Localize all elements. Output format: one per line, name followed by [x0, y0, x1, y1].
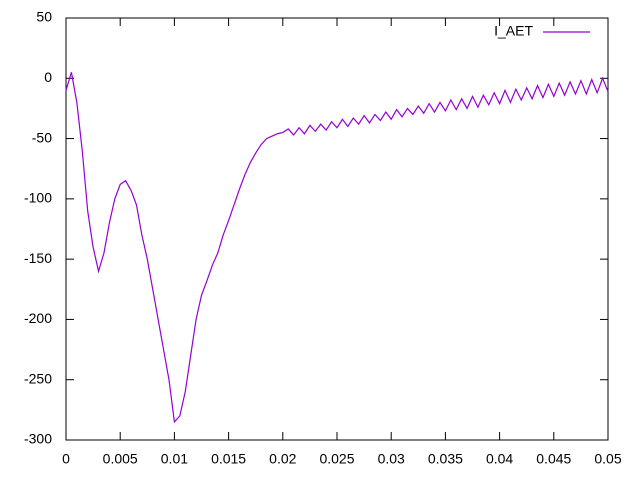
- y-tick-label: -200: [24, 310, 52, 326]
- y-tick-label: -50: [32, 129, 52, 145]
- x-tick-label: 0.015: [211, 451, 246, 467]
- x-tick-label: 0.02: [269, 451, 296, 467]
- x-tick-label: 0.03: [378, 451, 405, 467]
- y-tick-label: -250: [24, 370, 52, 386]
- y-tick-label: 50: [36, 9, 52, 25]
- plot-border: [65, 17, 609, 441]
- y-tick-label: -100: [24, 190, 52, 206]
- legend-label: I_AET: [494, 23, 533, 39]
- y-tick-label: -300: [24, 431, 52, 447]
- x-tick-label: 0.025: [319, 451, 354, 467]
- x-tick-label: 0.05: [594, 451, 621, 467]
- x-tick-label: 0.005: [103, 451, 138, 467]
- x-tick-label: 0.035: [428, 451, 463, 467]
- x-tick-label: 0: [62, 451, 70, 467]
- x-tick-label: 0.01: [161, 451, 188, 467]
- y-tick-label: 0: [44, 69, 52, 85]
- y-tick-label: -150: [24, 250, 52, 266]
- data-line: [65, 72, 609, 424]
- x-tick-label: 0.04: [486, 451, 513, 467]
- x-tick-label: 0.045: [536, 451, 571, 467]
